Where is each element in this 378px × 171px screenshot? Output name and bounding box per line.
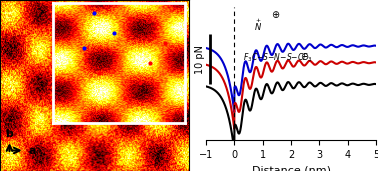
Text: $F_3C{-}S{-}N{-}S{-}CF_3$: $F_3C{-}S{-}N{-}S{-}CF_3$ bbox=[243, 51, 313, 64]
Text: $\overset{+}{N}$: $\overset{+}{N}$ bbox=[254, 16, 262, 33]
Text: b: b bbox=[5, 129, 12, 139]
Text: a: a bbox=[28, 146, 36, 156]
Text: 10 pN: 10 pN bbox=[173, 84, 179, 104]
Text: 10 pN: 10 pN bbox=[195, 45, 206, 74]
X-axis label: Distance (nm): Distance (nm) bbox=[252, 166, 330, 171]
Text: $\ominus$: $\ominus$ bbox=[300, 51, 309, 62]
Text: $\oplus$: $\oplus$ bbox=[271, 9, 280, 19]
